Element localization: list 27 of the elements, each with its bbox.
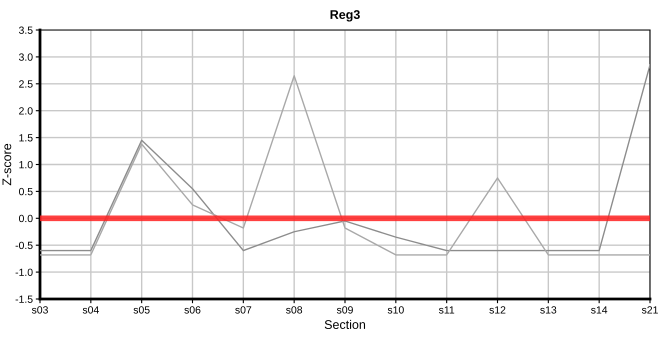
y-tick-label: 0.0 xyxy=(18,214,33,222)
y-tick-label: 3.0 xyxy=(18,53,33,61)
x-tick-label: s14 xyxy=(591,306,608,314)
y-tick-label: -1.5 xyxy=(16,296,33,303)
x-tick-label: s04 xyxy=(82,306,99,314)
x-tick-label: s11 xyxy=(438,306,454,314)
x-tick-label: s21 xyxy=(642,306,658,314)
y-tick-label: 0.5 xyxy=(18,188,33,196)
y-tick-label: 3.5 xyxy=(18,26,33,34)
x-tick-label: s12 xyxy=(489,306,506,314)
x-tick-label: s13 xyxy=(540,306,556,314)
y-tick-label: 2.0 xyxy=(19,107,33,115)
x-tick-label: s10 xyxy=(388,306,404,314)
x-tick-label: s05 xyxy=(134,306,150,314)
y-tick-label: 1.5 xyxy=(19,134,33,142)
x-tick-label: s07 xyxy=(235,306,252,314)
chart-title: Reg3 xyxy=(330,10,360,22)
x-axis-title: Section xyxy=(324,320,366,330)
y-tick-label: 1.0 xyxy=(19,161,33,168)
y-tick-label: 2.5 xyxy=(19,80,33,88)
x-tick-label: s08 xyxy=(286,306,302,314)
y-tick-label: -1.0 xyxy=(16,268,33,276)
x-tick-label: s06 xyxy=(184,306,200,314)
y-tick-label: -0.5 xyxy=(16,242,33,250)
x-tick-label: s03 xyxy=(32,306,48,314)
y-axis-title: Z-score xyxy=(2,144,12,186)
x-tick-label: s09 xyxy=(336,306,353,314)
